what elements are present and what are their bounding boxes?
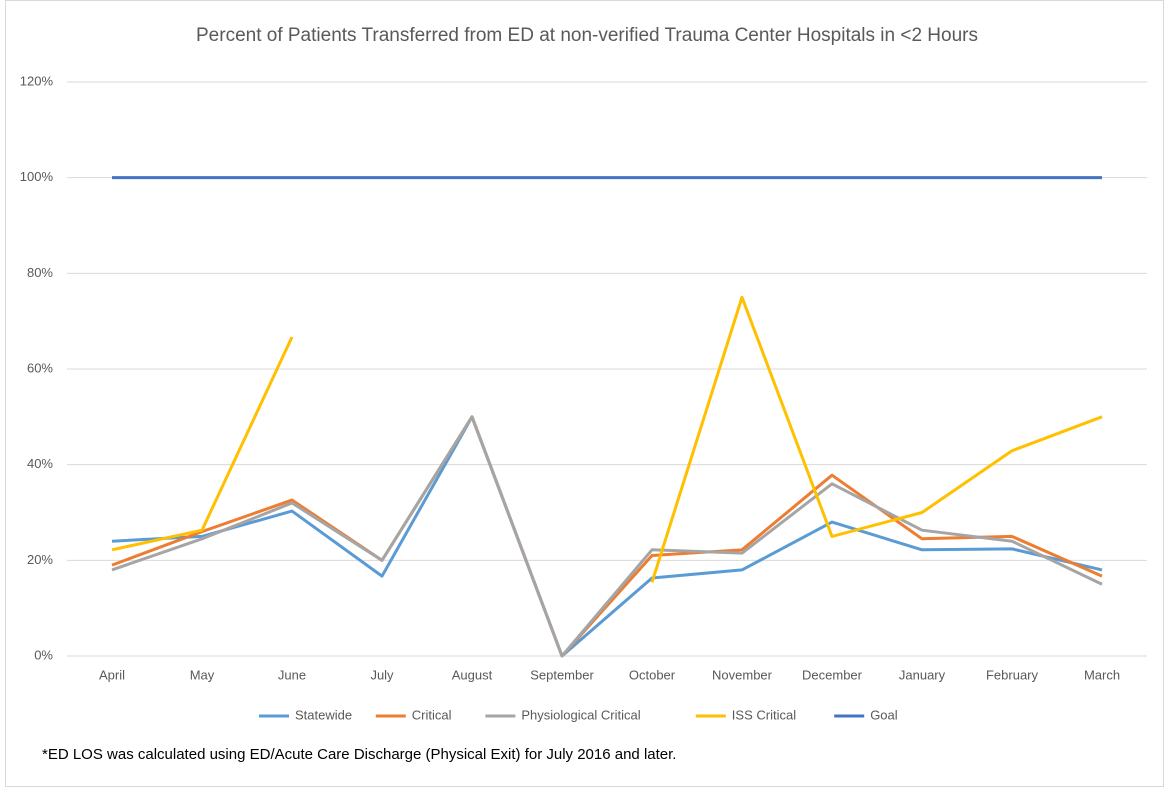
x-tick-label: February [986, 667, 1039, 682]
y-tick-label: 120% [20, 73, 54, 88]
x-tick-label: January [899, 667, 946, 682]
x-tick-label: April [99, 667, 125, 682]
x-tick-label: September [530, 667, 594, 682]
y-tick-label: 80% [27, 265, 53, 280]
y-tick-label: 40% [27, 456, 53, 471]
legend-label: Physiological Critical [521, 707, 640, 722]
footnote: *ED LOS was calculated using ED/Acute Ca… [42, 746, 676, 763]
legend-label: Critical [412, 707, 452, 722]
series-line [111, 415, 1103, 658]
series-line [111, 415, 1103, 658]
x-tick-label: August [452, 667, 493, 682]
x-tick-label: November [712, 667, 773, 682]
y-tick-label: 0% [34, 647, 53, 662]
legend-label: ISS Critical [732, 707, 796, 722]
x-tick-label: December [802, 667, 863, 682]
x-tick-label: June [278, 667, 306, 682]
y-tick-label: 100% [20, 169, 54, 184]
chart-title: Percent of Patients Transferred from ED … [196, 25, 978, 46]
legend-label: Statewide [295, 707, 352, 722]
y-tick-label: 20% [27, 552, 53, 567]
legend-label: Goal [870, 707, 898, 722]
x-tick-label: October [629, 667, 676, 682]
series-line [111, 295, 1103, 583]
y-tick-label: 60% [27, 360, 53, 375]
x-tick-label: May [190, 667, 215, 682]
x-tick-label: July [370, 667, 394, 682]
series-line [111, 415, 1103, 658]
x-tick-label: March [1084, 667, 1120, 682]
